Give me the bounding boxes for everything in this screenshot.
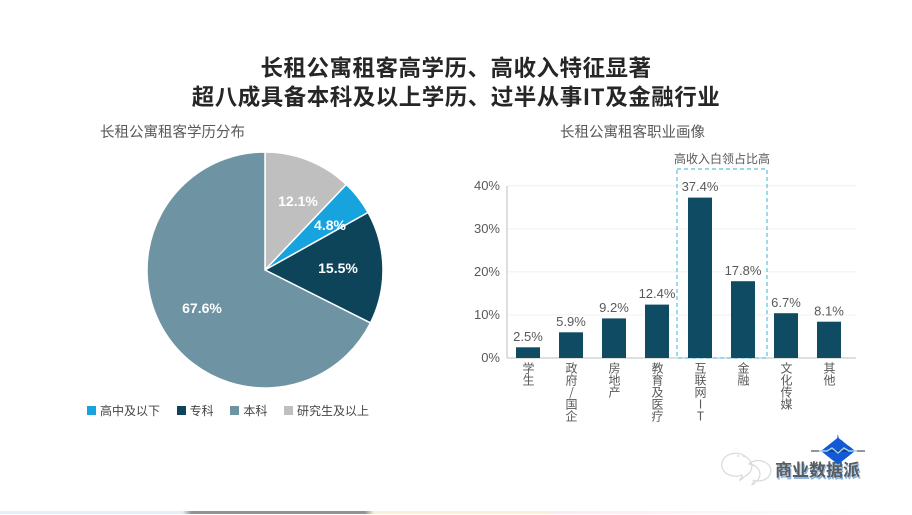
svg-text:商业数据派: 商业数据派 <box>775 456 860 481</box>
